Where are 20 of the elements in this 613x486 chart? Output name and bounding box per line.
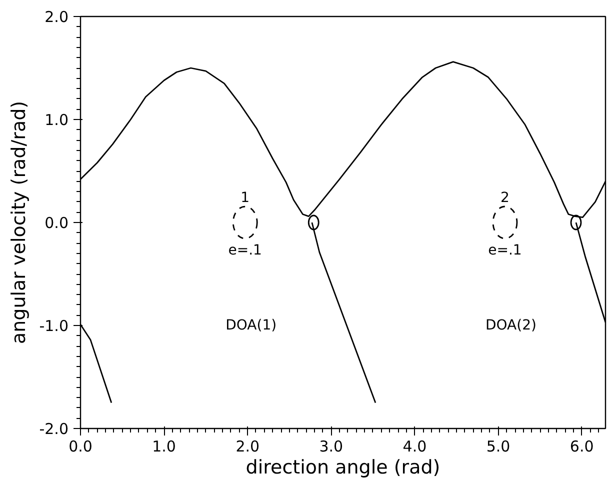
y-axis-title: angular velocity (rad/rad) (8, 100, 30, 344)
y-tick-label: 0.0 (44, 214, 69, 232)
x-tick-label: 0.0 (68, 438, 92, 456)
x-tick-label: 1.0 (152, 438, 176, 456)
x-axis-title: direction angle (rad) (246, 456, 440, 478)
x-tick-label: 3.0 (319, 438, 344, 456)
annotation: DOA(2) (486, 318, 536, 334)
annotation: e=.1 (488, 242, 522, 258)
y-tick-label: -1.0 (39, 317, 69, 335)
annotation: 1 (240, 190, 250, 206)
y-tick-label: -2.0 (39, 420, 69, 438)
x-tick-label: 5.0 (486, 438, 510, 456)
x-tick-label: 6.0 (570, 438, 594, 456)
x-tick-label: 2.0 (236, 438, 260, 456)
x-tick-label: 4.0 (402, 438, 427, 456)
y-tick-label: 1.0 (44, 111, 69, 129)
y-tick-label: 2.0 (44, 8, 69, 26)
annotation: 2 (500, 190, 510, 206)
annotation: e=.1 (228, 242, 262, 258)
annotation: DOA(1) (226, 318, 277, 334)
